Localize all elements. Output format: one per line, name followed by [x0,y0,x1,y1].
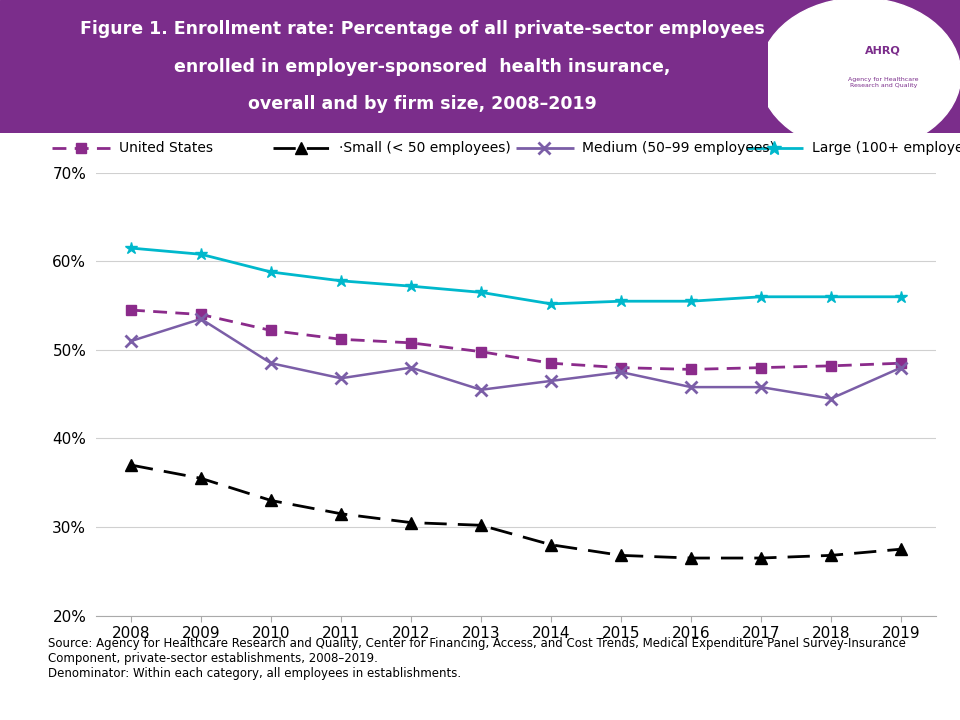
Ellipse shape [759,0,960,151]
Text: enrolled in employer-sponsored  health insurance,: enrolled in employer-sponsored health in… [174,58,671,76]
Text: Source: Agency for Healthcare Research and Quality, Center for Financing, Access: Source: Agency for Healthcare Research a… [48,637,906,680]
Text: Medium (50–99 employees): Medium (50–99 employees) [583,140,776,155]
Text: United States: United States [119,140,213,155]
Text: Agency for Healthcare
Research and Quality: Agency for Healthcare Research and Quali… [848,77,919,88]
Text: AHRQ: AHRQ [865,45,901,55]
Text: ·Small (< 50 employees): ·Small (< 50 employees) [340,140,512,155]
Text: Figure 1. Enrollment rate: Percentage of all private-sector employees: Figure 1. Enrollment rate: Percentage of… [80,20,765,38]
Text: overall and by firm size, 2008–2019: overall and by firm size, 2008–2019 [248,95,597,113]
Text: Large (100+ employees): Large (100+ employees) [812,140,960,155]
